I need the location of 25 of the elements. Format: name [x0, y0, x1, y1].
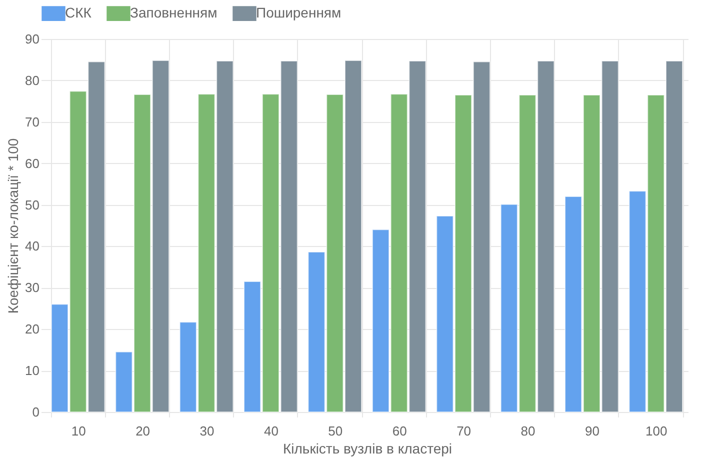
- x-tick-label: 50: [328, 424, 343, 438]
- legend-label: Заповненням: [130, 4, 218, 21]
- y-tick-label: 70: [25, 114, 40, 130]
- y-tick-label: 20: [25, 322, 40, 337]
- x-tick-label: 80: [520, 424, 536, 438]
- y-axis-title: Коефіцієнт ко-локації * 100: [5, 138, 22, 314]
- x-tick-label: 100: [646, 424, 668, 438]
- x-tick-label: 20: [136, 424, 150, 438]
- y-tick-label: 50: [25, 197, 40, 212]
- y-tick-label: 0: [32, 404, 40, 420]
- y-tick-label: 60: [25, 156, 40, 171]
- y-tick-label: 10: [25, 363, 40, 378]
- x-axis-title: Кількість вузлів в кластері: [282, 440, 452, 456]
- legend-label: СКК: [65, 4, 92, 21]
- x-tick-label: 30: [200, 424, 214, 438]
- x-tick-label: 70: [456, 424, 472, 438]
- x-tick-label: 40: [264, 424, 278, 438]
- y-tick-label: 40: [25, 238, 40, 254]
- x-tick-label: 10: [71, 424, 86, 438]
- x-tick-label: 60: [392, 424, 407, 438]
- x-tick-label: 90: [584, 424, 600, 438]
- y-tick-label: 80: [25, 72, 40, 88]
- y-tick-label: 90: [25, 32, 40, 46]
- y-tick-label: 30: [25, 280, 40, 296]
- legend-label: Поширенням: [256, 4, 342, 21]
